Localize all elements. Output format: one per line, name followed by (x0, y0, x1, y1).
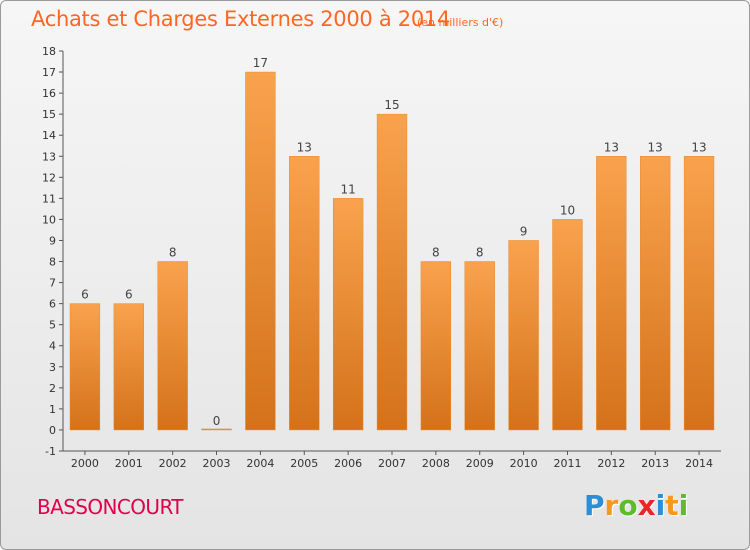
y-tick-label: 2 (49, 382, 56, 395)
proxiti-logo[interactable]: Proxiti (584, 489, 688, 522)
bar-value-label: 6 (125, 288, 133, 302)
y-tick-label: 15 (42, 108, 56, 121)
bar-value-label: 13 (297, 140, 312, 154)
y-tick-label: 1 (49, 403, 56, 416)
bar-2012 (596, 156, 627, 431)
logo-letter: x (637, 489, 656, 522)
x-tick-label: 2013 (641, 457, 669, 470)
x-tick-label: 2008 (422, 457, 450, 470)
y-tick-label: 14 (42, 129, 56, 142)
x-tick-label: 2007 (378, 457, 406, 470)
bar-2005 (289, 156, 320, 431)
x-tick-label: 2006 (334, 457, 362, 470)
bar-2004 (245, 71, 276, 431)
logo-letter: i (678, 489, 689, 522)
x-tick-label: 2011 (553, 457, 581, 470)
x-tick-label: 2001 (115, 457, 143, 470)
commune-name: BASSONCOURT (37, 495, 184, 519)
bar-value-label: 11 (340, 182, 355, 196)
bar-2000 (69, 303, 101, 431)
bar-2013 (640, 156, 671, 431)
bar-2011 (552, 219, 583, 431)
logo-letter: P (584, 489, 605, 522)
bar-value-label: 8 (432, 246, 440, 260)
bar-value-label: 8 (476, 246, 484, 260)
y-tick-label: 9 (49, 234, 56, 247)
y-tick-label: -1 (45, 445, 56, 458)
bar-value-label: 8 (169, 246, 177, 260)
y-tick-label: 4 (49, 340, 56, 353)
bar-2008 (420, 261, 452, 431)
x-tick-label: 2002 (159, 457, 187, 470)
logo-letter: i (655, 489, 666, 522)
bar-2003 (201, 428, 232, 431)
y-tick-label: 16 (42, 87, 56, 100)
y-tick-label: 10 (42, 213, 56, 226)
y-tick-label: 8 (49, 256, 56, 269)
logo-letter: o (618, 489, 638, 522)
x-tick-label: 2000 (71, 457, 99, 470)
y-tick-label: 18 (42, 45, 56, 58)
y-tick-label: 3 (49, 361, 56, 374)
x-tick-label: 2004 (246, 457, 274, 470)
y-tick-label: 17 (42, 66, 56, 79)
y-tick-label: 12 (42, 171, 56, 184)
x-tick-label: 2005 (290, 457, 318, 470)
chart-title: Achats et Charges Externes 2000 à 2014 (31, 7, 451, 31)
bar-value-label: 17 (253, 56, 268, 70)
bar-value-label: 10 (560, 203, 575, 217)
y-tick-label: 13 (42, 150, 56, 163)
bar-value-label: 13 (648, 140, 663, 154)
bar-2009 (464, 261, 495, 431)
y-tick-label: 6 (49, 298, 56, 311)
x-tick-label: 2003 (203, 457, 231, 470)
bar-value-label: 9 (520, 224, 528, 238)
bar-2006 (332, 198, 364, 431)
x-tick-label: 2012 (597, 457, 625, 470)
bar-2010 (508, 240, 539, 431)
chart-unit: (en milliers d'€) (417, 16, 504, 29)
bar-2001 (113, 303, 144, 431)
y-tick-label: 7 (49, 277, 56, 290)
bar-value-label: 13 (691, 140, 706, 154)
y-tick-label: 5 (49, 319, 56, 332)
logo-letter: t (665, 489, 679, 522)
y-tick-label: 0 (49, 424, 56, 437)
x-tick-label: 2014 (685, 457, 713, 470)
bar-2014 (683, 156, 715, 431)
bar-2007 (376, 113, 408, 431)
bar-value-label: 15 (384, 98, 399, 112)
bar-value-label: 13 (604, 140, 619, 154)
y-tick-label: 11 (42, 192, 56, 205)
bar-value-label: 0 (213, 414, 221, 428)
x-tick-label: 2010 (510, 457, 538, 470)
logo-letter: r (604, 489, 619, 522)
x-tick-label: 2009 (466, 457, 494, 470)
bar-value-label: 6 (81, 288, 89, 302)
bar-2002 (157, 261, 188, 431)
